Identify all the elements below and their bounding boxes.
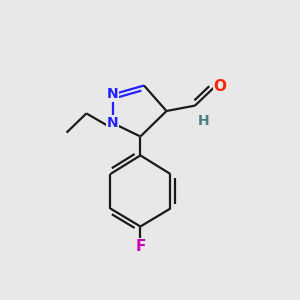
Text: O: O [213, 79, 226, 94]
Text: F: F [135, 239, 146, 254]
Text: N: N [107, 116, 118, 130]
Text: H: H [198, 114, 210, 128]
Text: N: N [107, 88, 118, 101]
